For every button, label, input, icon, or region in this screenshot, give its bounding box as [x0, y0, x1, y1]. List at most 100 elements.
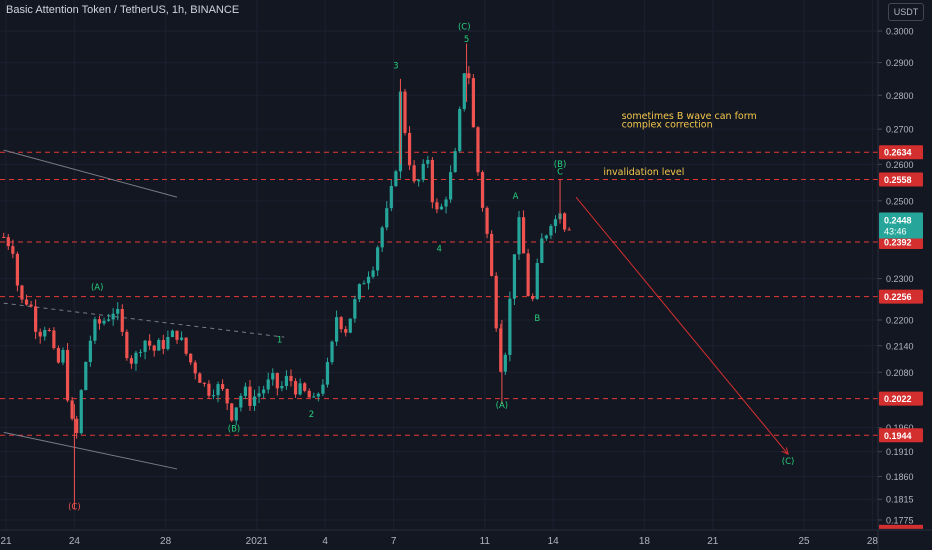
candle-countdown-label: 43:46 — [884, 226, 907, 236]
level-price-label: 0.2634 — [884, 148, 912, 158]
chart-note-text: sometimes B wave can form — [622, 111, 757, 122]
grid — [0, 0, 878, 530]
candle-body — [198, 373, 202, 383]
candle-body — [216, 384, 220, 396]
x-tick-label: 18 — [639, 536, 651, 547]
candle-body — [371, 270, 375, 277]
candle-body — [426, 159, 430, 164]
chart-note-text: complex correction — [622, 119, 713, 130]
candle-body — [357, 284, 361, 300]
candle-body — [521, 217, 526, 254]
candle-body — [385, 208, 389, 228]
candle-body — [348, 318, 352, 333]
x-tick-label: 2021 — [246, 536, 269, 547]
candle-body — [284, 375, 289, 387]
candle-body — [52, 330, 56, 349]
candle-body — [97, 319, 102, 324]
candle-body — [211, 395, 216, 397]
candle-body — [531, 296, 535, 299]
y-tick-label: 0.2200 — [886, 315, 914, 325]
candle-body — [485, 207, 489, 234]
wave-label: (B) — [554, 160, 566, 170]
wave-label: (C) — [782, 457, 795, 467]
y-tick-label: 0.2080 — [886, 368, 914, 378]
candle-body — [563, 213, 567, 230]
wave-label: (C) — [68, 503, 81, 513]
channel-trend-line — [3, 302, 285, 338]
y-tick-label: 0.1910 — [886, 447, 914, 457]
candle-body — [266, 379, 270, 390]
candle-body — [61, 349, 65, 363]
y-tick-label: 0.1815 — [886, 495, 914, 505]
candle-body — [43, 329, 47, 337]
candle-body — [79, 390, 83, 434]
candle-body — [230, 403, 234, 421]
candle-body — [207, 383, 211, 396]
candle-body — [412, 165, 416, 182]
time-axis[interactable]: 21 24 28 2021 4 7 11 14 18 21 25 28 — [0, 529, 932, 547]
x-tick-label: 4 — [322, 536, 328, 547]
x-tick-label: 7 — [391, 536, 397, 547]
candle-body — [535, 263, 539, 299]
y-tick-label: 0.3000 — [886, 27, 914, 37]
x-tick-label: 28 — [160, 536, 172, 547]
projection-arrow-head — [781, 447, 789, 456]
candle-body — [517, 217, 521, 255]
candle-body — [435, 202, 439, 210]
candle-body — [189, 353, 193, 363]
channel-trend-line — [3, 431, 178, 470]
candle-body — [138, 351, 143, 353]
currency-button[interactable]: USDT — [888, 3, 924, 21]
candle-body — [540, 238, 544, 264]
price-axis[interactable]: 0.3000 0.2900 0.2800 0.2700 0.2600 0.2500 0.23… — [877, 0, 932, 550]
level-price-tag — [879, 145, 923, 160]
wave-label: 3 — [393, 61, 398, 71]
candle-body — [193, 362, 197, 374]
x-tick-label: 14 — [548, 536, 560, 547]
candle-body — [166, 336, 170, 349]
candle-body — [134, 352, 138, 364]
candle-body — [239, 395, 243, 408]
trend-lines — [3, 149, 285, 470]
wave-label: (B) — [228, 424, 240, 434]
candle-body — [362, 283, 366, 285]
wave-label: 1 — [277, 335, 282, 345]
candle-body — [47, 329, 51, 331]
candle-body — [467, 73, 471, 79]
candle-body — [148, 340, 152, 346]
candle-body — [38, 331, 42, 337]
candle-body — [2, 236, 6, 238]
y-tick-label: 0.2140 — [886, 341, 914, 351]
candle-body — [280, 386, 284, 389]
wave-label: C — [557, 167, 563, 177]
candle-body — [307, 390, 311, 398]
candle-body — [480, 172, 485, 208]
level-price-label: 0.2558 — [884, 175, 912, 185]
candle-body — [65, 349, 70, 401]
candle-body — [407, 132, 412, 166]
candle-body — [553, 219, 558, 226]
candle-body — [129, 358, 133, 364]
candle-body — [330, 341, 334, 363]
candle-body — [234, 407, 238, 421]
candle-body — [56, 348, 61, 363]
candle-body — [303, 383, 307, 391]
candle-body — [257, 393, 261, 397]
candle-body — [508, 298, 512, 355]
candle-body — [175, 330, 179, 340]
x-tick-label: 25 — [798, 536, 810, 547]
level-price-label: 0.2256 — [884, 292, 912, 302]
candle-body — [11, 246, 15, 254]
candle-body — [476, 127, 480, 173]
level-price-label: 0.2022 — [884, 394, 912, 404]
level-price-tag — [879, 391, 923, 406]
bottom-price-marker — [879, 524, 923, 529]
candle-body — [366, 276, 371, 284]
candle-body — [275, 373, 279, 389]
chart-note-text: invalidation level — [603, 167, 684, 178]
x-tick-label: 28 — [867, 536, 879, 547]
candle-body — [221, 384, 225, 390]
candle-body — [353, 299, 357, 319]
candle-body — [449, 172, 453, 200]
